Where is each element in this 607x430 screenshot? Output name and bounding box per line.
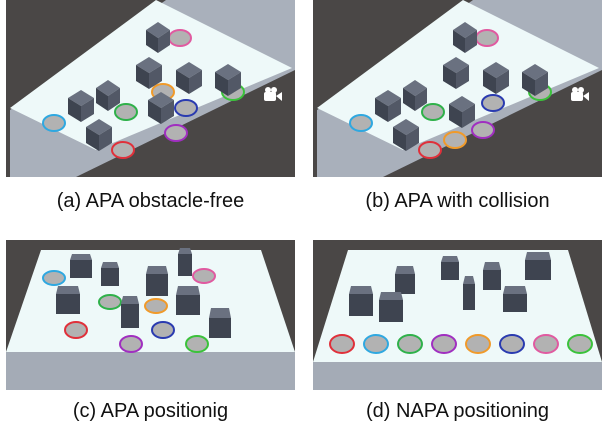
caption-a: (a) APA obstacle-free [56, 190, 245, 212]
box [101, 262, 119, 286]
box [483, 62, 509, 94]
box [86, 119, 112, 151]
box [449, 96, 475, 128]
panel-d-napa-positioning [313, 240, 602, 390]
box [503, 286, 527, 312]
box [215, 64, 241, 96]
box [176, 286, 200, 315]
camera-icon [264, 87, 282, 101]
panel-c-apa-positioning [6, 240, 295, 390]
box [483, 262, 501, 290]
target-ring [533, 334, 559, 354]
box [96, 80, 120, 111]
box [70, 254, 92, 278]
box [443, 57, 469, 89]
target-ring [329, 334, 355, 354]
target-ring [363, 334, 389, 354]
target-ring [42, 270, 66, 286]
box [349, 286, 373, 316]
target-ring [114, 103, 138, 121]
table-side [6, 352, 295, 390]
target-ring [174, 99, 198, 117]
box [209, 308, 231, 338]
box [178, 248, 192, 276]
target-ring [151, 321, 175, 339]
target-ring [418, 141, 442, 159]
scene-a [6, 0, 295, 177]
boxes [56, 248, 231, 338]
boxes [68, 22, 241, 151]
panel-b-apa-with-collision [313, 0, 602, 177]
box [522, 64, 548, 96]
box [68, 90, 94, 122]
box [176, 62, 202, 94]
box [148, 92, 174, 124]
panel-a-apa-obstacle-free [6, 0, 295, 177]
box [441, 256, 459, 280]
target-ring [111, 141, 135, 159]
target-ring [164, 124, 188, 142]
caption-c: (c) APA positionig [72, 400, 229, 422]
target-rings [329, 334, 593, 354]
box [379, 292, 403, 322]
target-ring [475, 29, 499, 47]
box [375, 90, 401, 122]
target-ring [144, 298, 168, 314]
target-ring [185, 335, 209, 353]
caption-b: (b) APA with collision [365, 190, 550, 212]
target-ring [471, 121, 495, 139]
target-ring [421, 103, 445, 121]
camera-icon [571, 87, 589, 101]
box [136, 57, 162, 89]
target-ring [98, 294, 122, 310]
boxes [349, 252, 551, 322]
target-ring [567, 334, 593, 354]
box [525, 252, 551, 280]
box [403, 80, 427, 111]
target-ring [443, 131, 467, 149]
box [463, 276, 475, 310]
scene-d [313, 240, 602, 390]
box [395, 266, 415, 294]
target-ring [119, 335, 143, 353]
target-ring [168, 29, 192, 47]
target-rings [42, 268, 216, 353]
target-rings [349, 29, 552, 159]
boxes [375, 22, 548, 151]
target-ring [64, 321, 88, 339]
scene-c [6, 240, 295, 390]
box [146, 22, 170, 53]
box [121, 296, 139, 328]
target-ring [397, 334, 423, 354]
target-ring [349, 114, 373, 132]
box [56, 286, 80, 314]
target-ring [431, 334, 457, 354]
box [393, 119, 419, 151]
target-ring [481, 94, 505, 112]
target-ring [499, 334, 525, 354]
box [453, 22, 477, 53]
target-ring [42, 114, 66, 132]
box [146, 266, 168, 296]
caption-d: (d) NAPA positioning [365, 400, 550, 422]
scene-b [313, 0, 602, 177]
table-side [313, 362, 602, 390]
target-ring [465, 334, 491, 354]
target-ring [192, 268, 216, 284]
